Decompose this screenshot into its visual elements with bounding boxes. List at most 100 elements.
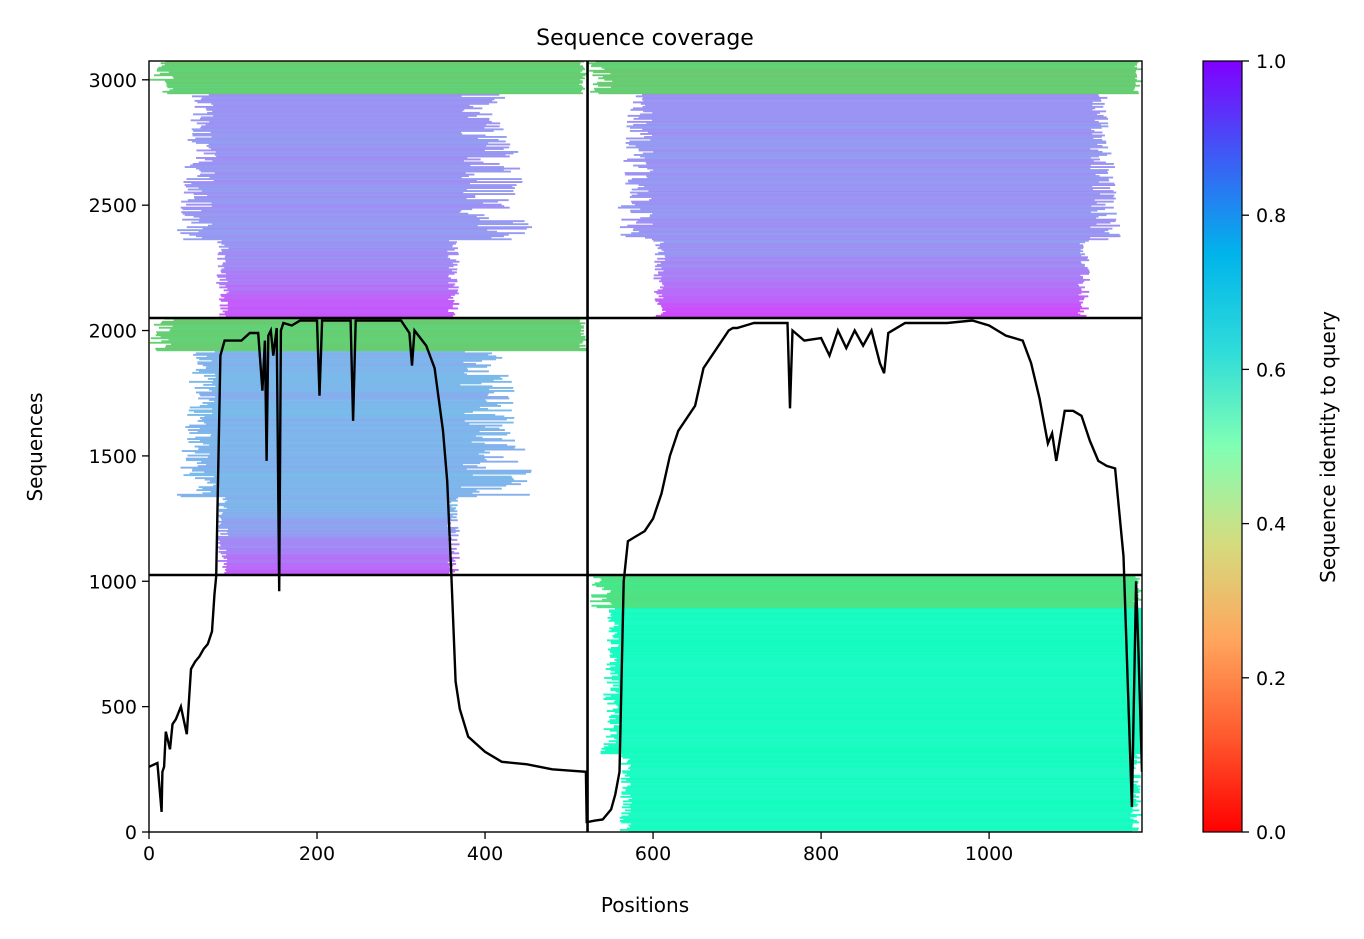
msa-row-segment — [614, 622, 1142, 625]
msa-row-segment — [204, 478, 514, 481]
msa-row-segment — [173, 77, 585, 80]
msa-row-segment — [212, 412, 465, 415]
msa-row-segment — [633, 123, 1101, 126]
msa-row-segment — [603, 728, 1142, 731]
msa-row-segment — [628, 759, 1137, 762]
msa-row-segment — [610, 640, 1142, 643]
msa-row-segment — [644, 136, 1102, 138]
msa-row-segment — [593, 71, 1136, 74]
msa-row-segment — [622, 756, 1141, 759]
msa-row-segment — [196, 142, 489, 144]
msa-row-segment — [166, 81, 583, 84]
msa-row-segment — [665, 310, 1084, 313]
msa-row-segment — [619, 713, 1142, 716]
msa-row-segment — [658, 272, 1089, 275]
msa-row-segment — [211, 136, 507, 138]
msa-row-segment — [209, 176, 462, 179]
msa-row-segment — [610, 613, 1142, 616]
msa-row-segment — [601, 579, 1138, 582]
msa-row-segment — [662, 287, 1082, 290]
msa-row-segment — [196, 356, 503, 359]
msa-row-segment — [658, 295, 1089, 298]
msa-row-segment — [630, 108, 1093, 111]
msa-row-segment — [200, 98, 495, 101]
msa-row-segment — [612, 708, 1142, 711]
msa-row-segment — [205, 107, 483, 110]
msa-row-segment — [205, 367, 468, 370]
colorbar-tick-label: 0.8 — [1256, 205, 1286, 227]
msa-row-segment — [187, 139, 499, 141]
msa-row-segment — [603, 743, 1142, 746]
msa-row-segment — [222, 498, 457, 501]
msa-row-segment — [216, 514, 453, 517]
msa-row-segment — [187, 429, 505, 431]
msa-row-segment — [219, 286, 459, 289]
msa-row-segment — [187, 454, 485, 457]
msa-row-segment — [629, 140, 1107, 143]
msa-row-segment — [205, 123, 487, 126]
msa-row-segment — [623, 818, 1134, 821]
msa-row-segment — [208, 224, 478, 227]
msa-row-segment — [610, 722, 1142, 725]
msa-row-segment — [605, 696, 1142, 699]
msa-row-segment — [600, 577, 1140, 580]
msa-row-segment — [217, 502, 449, 505]
msa-row-segment — [629, 804, 1138, 807]
x-axis: 0 200 400 600 800 1000 — [143, 832, 1013, 865]
chart-title: Sequence coverage — [536, 26, 754, 51]
msa-row-segment — [207, 481, 512, 484]
msa-row-segment — [203, 152, 514, 155]
plot-area: 0 200 400 600 800 1000 0 500 1000 1500 2000 2500 30… — [89, 60, 1143, 865]
msa-row-segment — [213, 114, 477, 117]
msa-row-segment — [611, 642, 1142, 645]
msa-row-segment — [185, 426, 486, 428]
msa-row-segment — [192, 371, 465, 374]
msa-row-segment — [191, 128, 504, 131]
msa-row-segment — [621, 815, 1137, 818]
msa-row-segment — [625, 788, 1141, 791]
msa-row-segment — [652, 223, 1097, 226]
msa-row-segment — [198, 486, 461, 489]
msa-row-segment — [149, 78, 581, 81]
msa-row-segment — [640, 208, 1105, 211]
msa-row-segment — [652, 119, 1095, 122]
msa-row-segment — [219, 298, 449, 301]
msa-row-segment — [228, 306, 453, 308]
msa-row-segment — [611, 628, 1142, 631]
msa-row-segment — [642, 96, 1108, 99]
msa-row-segment — [222, 262, 453, 265]
msa-row-segment — [190, 119, 490, 122]
msa-row-segment — [615, 607, 1142, 610]
msa-row-segment — [633, 117, 1108, 120]
msa-row-segment — [196, 462, 481, 465]
msa-row-segment — [625, 173, 1096, 176]
msa-row-segment — [611, 615, 1142, 618]
msa-row-segment — [207, 111, 480, 114]
msa-row-segment — [596, 585, 1137, 588]
msa-row-segment — [610, 72, 1137, 75]
msa-row-segment — [632, 202, 1097, 205]
msa-row-segment — [611, 647, 1142, 649]
msa-row-segment — [227, 531, 456, 534]
msa-row-segment — [200, 170, 511, 173]
msa-row-segment — [217, 537, 452, 540]
msa-row-segment — [662, 283, 1079, 286]
msa-row-segment — [216, 155, 510, 158]
msa-row-segment — [211, 102, 489, 105]
msa-row-segment — [154, 74, 586, 77]
msa-row-segment — [224, 256, 448, 259]
x-tick-label: 800 — [803, 843, 839, 865]
msa-row-segment — [647, 167, 1091, 170]
msa-row-segment — [217, 253, 459, 256]
colorbar-tick-label: 0.6 — [1256, 359, 1286, 381]
msa-row-segment — [651, 238, 1109, 241]
msa-row-segment — [210, 148, 504, 150]
msa-row-segment — [621, 806, 1134, 809]
msa-row-segment — [196, 149, 485, 152]
msa-row-segment — [221, 513, 458, 516]
msa-row-segment — [216, 274, 449, 277]
y-tick-label: 2000 — [89, 321, 137, 343]
msa-row-segment — [217, 560, 456, 562]
msa-row-segment — [213, 179, 477, 182]
msa-row-segment — [657, 289, 1082, 292]
